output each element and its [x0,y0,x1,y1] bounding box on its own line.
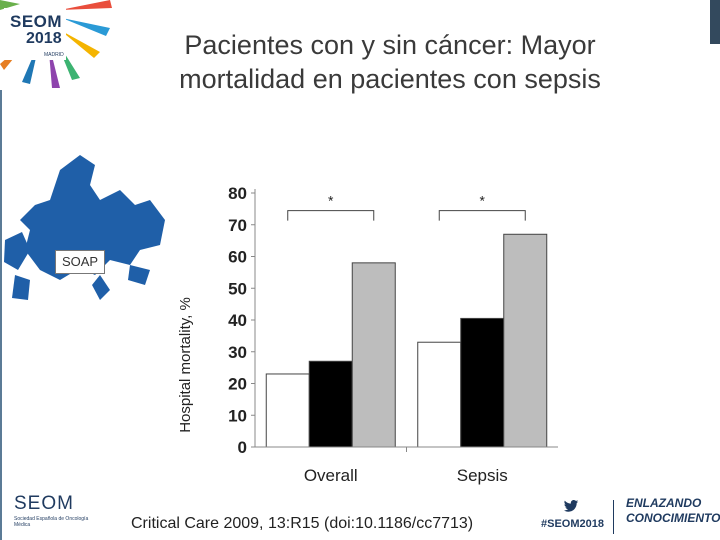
footer-logo-word: SEOM [14,493,74,514]
y-tick-label: 50 [228,279,247,298]
bar [503,233,548,448]
logo-year: 2018 [26,30,62,47]
hashtag: #SEOM2018 [541,518,604,530]
left-edge-line [0,90,2,540]
bar-chart: Hospital mortality, % 01020304050607080 … [177,184,558,485]
footer-logo-subtitle: Sociedad Española de Oncología Médica [14,516,89,528]
significance-annotation: * [480,193,486,209]
bar [351,262,396,448]
slogan-line-2: CONOCIMIENTO [626,511,720,525]
y-axis-label: Hospital mortality, % [177,297,194,433]
x-tick-label: Overall [304,466,358,485]
logo-city: MADRID [44,52,64,58]
slide-title: Pacientes con y sin cáncer: Mayor mortal… [120,28,660,96]
y-tick-label: 30 [228,343,247,362]
significance-bracket [438,210,526,221]
significance-bracket [287,210,375,221]
europe-map-icon [4,155,165,300]
title-line-1: Pacientes con y sin cáncer: Mayor [184,30,596,60]
y-tick-label: 70 [228,216,247,235]
y-tick-label: 40 [228,311,247,330]
map-label: SOAP [55,250,105,274]
title-line-2: mortalidad en pacientes con sepsis [179,64,601,94]
bar [265,373,310,448]
bar [460,317,505,448]
x-tick-label: Sepsis [457,466,508,485]
significance-annotation: * [328,193,334,209]
bar [417,341,462,448]
twitter-icon [563,500,579,512]
logo-rays-icon [0,0,112,88]
citation: Critical Care 2009, 13:R15 (doi:10.1186/… [131,515,474,532]
seom-2018-logo: SEOM 2018 MADRID [0,0,112,90]
slogan-line-1: ENLAZANDO [626,496,702,510]
logo-word: SEOM [10,12,63,31]
top-right-bar [710,0,720,44]
y-tick-label: 0 [238,438,247,457]
bar [308,360,353,448]
y-tick-label: 20 [228,375,247,394]
y-tick-label: 60 [228,248,247,267]
footer-divider [613,500,614,534]
y-tick-label: 80 [228,184,247,203]
y-tick-label: 10 [228,406,247,425]
